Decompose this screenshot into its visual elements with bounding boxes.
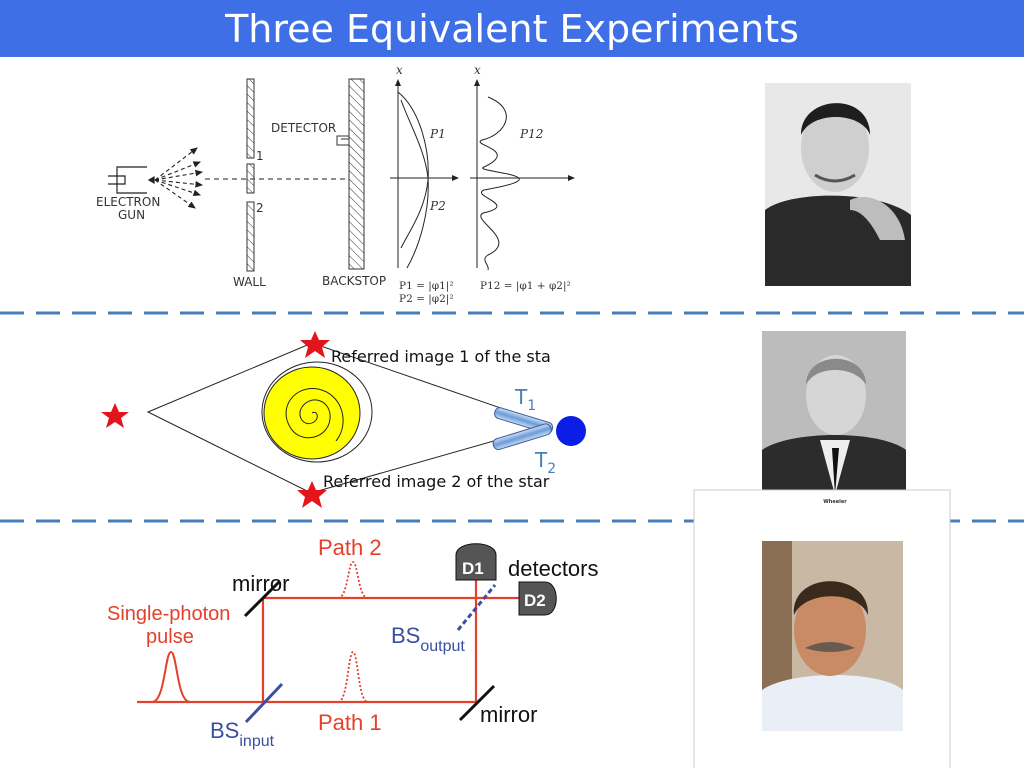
mirror-top-label: mirror bbox=[232, 571, 289, 596]
star-icon bbox=[101, 403, 129, 428]
wheeler-photo bbox=[762, 331, 906, 495]
d1-label: D1 bbox=[462, 559, 484, 578]
p1-label: P1 bbox=[429, 127, 446, 141]
mirror-bottom-label: mirror bbox=[480, 702, 537, 727]
formula-p1: P1 = |φ1|² bbox=[399, 280, 454, 293]
detector-d2-icon bbox=[518, 581, 557, 616]
path-2-pulse bbox=[337, 561, 369, 599]
path-1-label: Path 1 bbox=[318, 710, 382, 735]
telescope-2-icon bbox=[492, 423, 552, 451]
backstop-label: BACKSTOP bbox=[322, 274, 386, 288]
star-image-2-icon bbox=[297, 481, 327, 508]
wheeler-caption: Wheeler bbox=[823, 499, 847, 505]
slit-2-label: 2 bbox=[256, 201, 264, 215]
d2-label: D2 bbox=[524, 591, 546, 610]
detector-label: DETECTOR bbox=[271, 121, 336, 135]
p2-curve bbox=[400, 99, 429, 269]
axis-x-label-2: x bbox=[474, 63, 481, 77]
p12-label: P12 bbox=[519, 127, 543, 141]
bs-output-label: BSoutput bbox=[391, 623, 465, 655]
aspect-photo bbox=[762, 541, 903, 731]
electron-gun-label-2: GUN bbox=[118, 208, 145, 222]
formula-p2: P2 = |φ2|² bbox=[399, 293, 454, 306]
electron-gun-label-1: ELECTRON bbox=[96, 195, 160, 209]
backstop bbox=[348, 78, 365, 270]
detectors-label: detectors bbox=[508, 556, 599, 581]
aspect-photo-frame: Wheeler bbox=[693, 489, 951, 768]
slit-1-label: 1 bbox=[256, 149, 264, 163]
pulse-label-2: pulse bbox=[146, 626, 194, 648]
axis-x-label-1: x bbox=[396, 63, 403, 77]
image-2-label: Referred image 2 of the star bbox=[323, 472, 550, 491]
t1-label: T1 bbox=[514, 385, 536, 414]
p12-curve bbox=[479, 96, 520, 271]
feynman-photo bbox=[765, 83, 911, 286]
detector-d1-icon bbox=[455, 543, 497, 581]
star-image-1-icon bbox=[300, 331, 330, 358]
wall-label: WALL bbox=[233, 275, 266, 289]
bs-output-icon bbox=[456, 584, 497, 631]
title-bar: Three Equivalent Experiments bbox=[0, 0, 1024, 57]
wall bbox=[246, 78, 255, 272]
formula-p12: P12 = |φ1 + φ2|² bbox=[480, 280, 571, 293]
electron-gun-icon bbox=[108, 166, 155, 194]
lensing-diagram: Referred image 1 of the sta Referred ima… bbox=[101, 331, 586, 508]
interferometer-diagram: D1 D2 detectors Path 2 Path 1 mirror mir… bbox=[107, 535, 599, 750]
t2-label: T2 bbox=[534, 448, 556, 477]
bs-input-label: BSinput bbox=[210, 718, 275, 750]
path-2-label: Path 2 bbox=[318, 535, 382, 560]
input-pulse bbox=[151, 650, 191, 703]
electron-spray bbox=[154, 147, 204, 209]
mirror-top-icon bbox=[243, 580, 281, 618]
image-1-label: Referred image 1 of the sta bbox=[331, 347, 551, 366]
observer-icon bbox=[556, 416, 586, 446]
mirror-bottom-icon bbox=[458, 684, 496, 722]
slide-title: Three Equivalent Experiments bbox=[225, 6, 799, 51]
detector-icon bbox=[336, 135, 349, 146]
double-slit-diagram: ELECTRON GUN 1 2 WALL DETECTOR BACKSTOP … bbox=[96, 63, 575, 306]
p2-label: P2 bbox=[429, 199, 446, 213]
bs-input-icon bbox=[244, 682, 284, 724]
pulse-label-1: Single-photon bbox=[107, 603, 230, 625]
path-1-pulse bbox=[337, 651, 369, 703]
